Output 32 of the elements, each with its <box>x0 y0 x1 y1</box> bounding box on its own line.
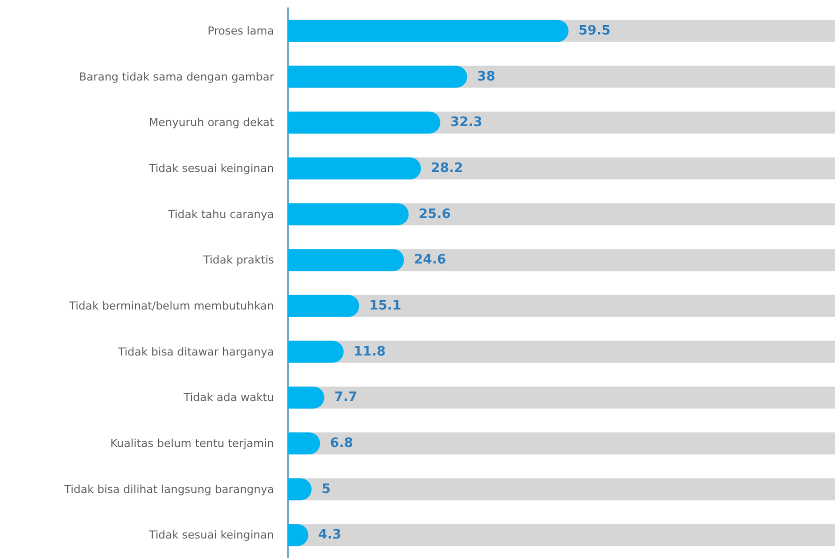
data-label: 6.8 <box>330 436 354 451</box>
data-label: 4.3 <box>318 528 342 543</box>
y-tick-label: Barang tidak sama dengan gambar <box>79 70 274 84</box>
y-tick-label: Tidak sesuai keinginan <box>148 162 274 175</box>
data-label: 38 <box>477 69 496 84</box>
data-label: 32.3 <box>450 115 482 130</box>
y-tick-label: Tidak ada waktu <box>182 391 274 404</box>
bar <box>288 66 468 88</box>
y-tick-label: Menyuruh orang dekat <box>148 116 275 130</box>
y-tick-label: Tidak tahu caranya <box>167 208 274 221</box>
bar <box>288 157 421 180</box>
bar <box>288 340 344 363</box>
y-tick-label: Tidak sesuai keinginan <box>148 528 274 542</box>
y-tick-label: Kualitas belum tentu terjamin <box>110 436 274 450</box>
y-tick-label: Tidak bisa dilihat langsung barangnya <box>63 482 274 496</box>
bar <box>288 112 440 134</box>
data-label: 24.6 <box>414 252 446 268</box>
y-tick-label: Tidak berminat/belum membutuhkan <box>68 299 274 312</box>
y-tick-label: Proses lama <box>208 24 274 38</box>
bar <box>288 203 409 226</box>
bar <box>288 294 360 317</box>
data-label: 28.2 <box>430 160 464 176</box>
data-label: 25.6 <box>418 206 451 222</box>
bar <box>288 249 404 272</box>
data-label: 5 <box>322 482 331 497</box>
data-label: 15.1 <box>369 298 402 314</box>
y-tick-label: Tidak praktis <box>202 254 274 267</box>
data-label: 7.7 <box>334 390 358 406</box>
data-label: 11.8 <box>354 344 386 360</box>
bar <box>288 386 324 409</box>
y-tick-label: Tidak bisa ditawar harganya <box>117 345 274 358</box>
data-label: 59.5 <box>578 23 611 38</box>
